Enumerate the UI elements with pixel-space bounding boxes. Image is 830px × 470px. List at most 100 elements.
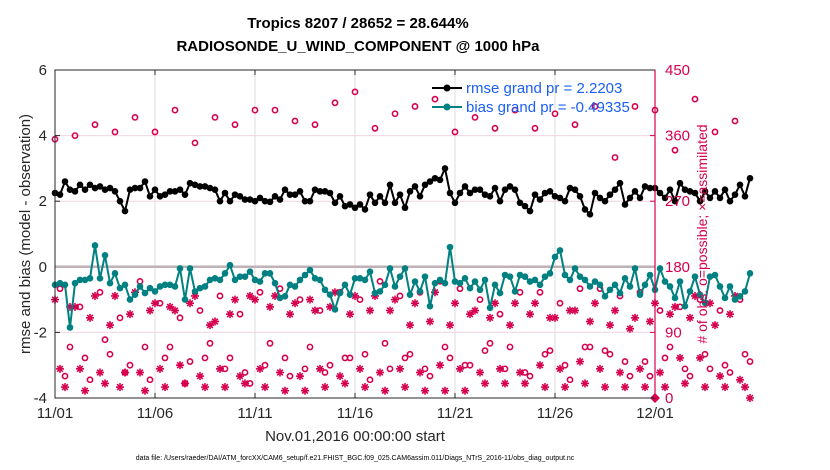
obs-possible-marker: [566, 376, 574, 384]
obs-possible-marker: [321, 369, 329, 376]
rmse-point: [231, 191, 239, 198]
obs-possible-marker: [226, 354, 234, 362]
obs-possible-marker: [396, 292, 404, 300]
bias-point: [306, 266, 314, 274]
obs-possible-marker: [281, 354, 289, 362]
obs-assimilated-marker: [181, 379, 189, 388]
obs-possible-marker: [591, 103, 599, 110]
bias-point: [316, 276, 324, 284]
bias-point: [736, 293, 744, 300]
bias-point: [431, 279, 439, 287]
rmse-point: [681, 186, 689, 194]
rmse-point: [541, 189, 549, 197]
bias-point: [486, 304, 494, 312]
bias-point: [241, 273, 249, 280]
bias-point: [661, 278, 669, 285]
bias-point: [216, 276, 224, 284]
obs-assimilated-marker: [286, 310, 294, 319]
obs-possible-marker: [351, 88, 359, 96]
y-right-tick-label: 0: [665, 390, 673, 407]
obs-possible-marker: [381, 339, 389, 347]
obs-count-markers: [51, 88, 754, 403]
rmse-point: [526, 207, 534, 215]
obs-possible-marker: [131, 113, 139, 121]
obs-assimilated-marker: [471, 306, 479, 315]
rmse-point: [56, 191, 64, 198]
rmse-point: [491, 184, 499, 192]
obs-assimilated-marker: [251, 295, 259, 304]
bias-point: [176, 265, 184, 272]
obs-possible-marker: [466, 361, 474, 369]
obs-assimilated-marker: [126, 310, 134, 319]
bias-point: [356, 274, 364, 282]
bias-point: [106, 279, 114, 287]
bias-point: [171, 283, 179, 290]
obs-assimilated-marker: [686, 313, 694, 322]
obs-possible-marker: [561, 361, 569, 369]
rmse-point: [351, 204, 359, 212]
obs-assimilated-marker: [86, 313, 94, 322]
obs-assimilated-marker: [516, 368, 524, 377]
bias-point: [376, 288, 384, 295]
obs-possible-marker: [451, 128, 459, 136]
bias-point: [256, 278, 264, 285]
obs-assimilated-marker: [656, 368, 664, 377]
obs-assimilated-marker: [611, 306, 619, 315]
obs-assimilated-marker: [561, 383, 569, 392]
obs-possible-marker: [631, 103, 639, 110]
obs-assimilated-marker: [616, 368, 624, 377]
bias-point: [396, 273, 404, 280]
x-tick-label: 12/01: [636, 405, 674, 422]
bias-point: [511, 288, 519, 295]
rmse-point: [216, 197, 224, 205]
obs-assimilated-marker: [391, 295, 399, 304]
rmse-point: [376, 192, 384, 200]
obs-possible-marker: [356, 296, 364, 303]
rmse-point: [106, 184, 114, 192]
obs-possible-marker: [61, 372, 69, 380]
obs-possible-marker: [666, 343, 674, 351]
grid-lines: [54, 69, 656, 399]
bias-point: [126, 296, 134, 303]
bias-point: [281, 293, 289, 300]
bias-point: [86, 274, 94, 282]
obs-assimilated-marker: [151, 299, 159, 308]
obs-possible-marker: [56, 285, 64, 293]
bias-point: [321, 286, 329, 294]
rmse-point: [141, 178, 149, 185]
bias-point: [186, 265, 194, 272]
rmse-point: [556, 194, 564, 202]
bias-point: [646, 271, 654, 279]
bias-point: [131, 291, 139, 298]
x-tick-label: 11/06: [137, 405, 173, 422]
bias-point: [141, 289, 149, 297]
bias-point: [501, 271, 509, 279]
bias-point: [426, 302, 434, 310]
y-right-axis-label: # of obs: o=possible; ×=assimilated: [694, 124, 710, 343]
rmse-point: [656, 189, 664, 197]
obs-possible-marker: [66, 343, 74, 351]
obs-possible-marker: [271, 106, 279, 114]
rmse-point: [96, 183, 104, 190]
bias-point: [666, 283, 674, 290]
obs-assimilated-marker: [716, 372, 724, 381]
rmse-point: [486, 192, 494, 200]
obs-possible-marker: [741, 350, 749, 358]
obs-assimilated-marker: [511, 299, 519, 308]
obs-assimilated-marker: [416, 368, 424, 377]
rmse-point: [561, 197, 569, 205]
obs-assimilated-marker: [401, 383, 409, 392]
obs-assimilated-marker: [701, 383, 709, 392]
obs-assimilated-marker: [741, 383, 749, 392]
obs-assimilated-marker: [246, 291, 254, 300]
rmse-point: [731, 191, 739, 198]
obs-assimilated-marker: [106, 321, 114, 330]
bias-point: [146, 284, 154, 292]
bias-point: [161, 281, 169, 289]
obs-possible-marker: [301, 365, 309, 373]
obs-possible-marker: [556, 299, 564, 307]
obs-assimilated-marker: [536, 361, 544, 370]
obs-possible-marker: [671, 146, 679, 154]
bias-point: [416, 288, 424, 295]
bias-point: [226, 261, 234, 269]
